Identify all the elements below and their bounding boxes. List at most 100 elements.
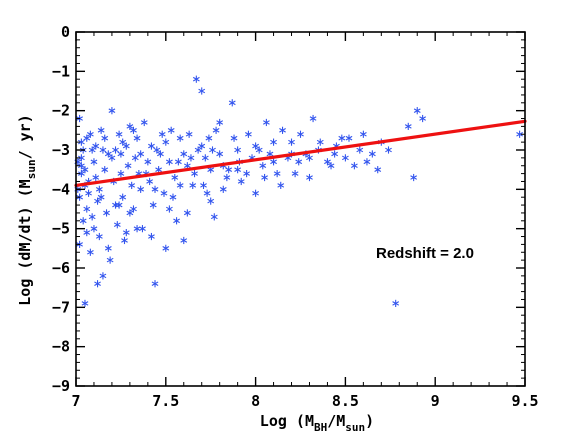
data-point <box>243 170 251 178</box>
data-point <box>122 142 130 150</box>
data-point <box>338 134 346 142</box>
x-tick-label: 8.5 <box>332 392 359 410</box>
data-point <box>113 221 121 229</box>
data-point <box>237 177 245 186</box>
data-point <box>157 150 164 158</box>
data-point <box>216 150 224 158</box>
data-point <box>359 130 367 138</box>
data-point <box>112 146 119 154</box>
data-point <box>85 189 92 197</box>
data-point <box>119 138 127 146</box>
data-point <box>201 154 209 162</box>
data-point <box>363 158 371 166</box>
data-point <box>187 154 195 162</box>
data-point <box>209 146 216 154</box>
y-tick-label: −9 <box>52 377 70 395</box>
data-point <box>88 213 96 221</box>
data-point <box>108 107 116 115</box>
data-point <box>115 201 123 209</box>
data-point <box>90 225 98 233</box>
x-tick-label: 9.5 <box>511 392 538 410</box>
y-tick-label: −4 <box>52 180 70 198</box>
data-point <box>350 162 358 170</box>
data-point <box>146 177 154 186</box>
data-point <box>245 130 252 138</box>
data-point <box>368 150 376 158</box>
data-point <box>189 181 197 189</box>
data-point <box>95 232 103 241</box>
y-tick-label: −7 <box>52 298 70 316</box>
data-point <box>219 185 227 193</box>
data-point <box>81 166 89 174</box>
data-point <box>160 189 168 197</box>
data-point <box>207 197 215 205</box>
data-point <box>198 142 206 150</box>
plot-frame <box>75 31 526 387</box>
data-point <box>104 244 112 252</box>
data-point <box>94 280 101 288</box>
data-point <box>77 154 85 162</box>
redshift-annotation: Redshift = 2.0 <box>376 245 474 262</box>
data-point <box>200 181 207 189</box>
y-tick-label: −8 <box>52 338 70 356</box>
data-point <box>130 205 137 213</box>
data-point <box>288 138 295 146</box>
data-point <box>385 146 392 154</box>
data-point <box>261 173 268 182</box>
data-point <box>104 150 112 158</box>
data-point <box>165 205 173 213</box>
data-point <box>119 193 127 201</box>
data-point <box>144 158 152 166</box>
y-tick-label: 0 <box>61 23 70 41</box>
data-point <box>180 150 188 158</box>
data-point <box>255 146 263 154</box>
data-point <box>413 107 421 115</box>
data-point <box>97 193 105 201</box>
data-point <box>185 130 193 138</box>
data-point <box>374 166 382 174</box>
data-point <box>115 130 123 138</box>
data-point <box>90 158 98 166</box>
y-tick-label: −1 <box>52 62 70 80</box>
data-point <box>77 162 85 170</box>
data-point <box>121 236 128 245</box>
data-point <box>151 280 159 288</box>
data-point <box>167 126 175 134</box>
data-point <box>165 158 173 166</box>
data-point <box>191 170 198 178</box>
data-point <box>137 150 145 158</box>
x-tick-label: 7.5 <box>152 392 179 410</box>
data-point <box>83 134 91 142</box>
data-point <box>259 162 267 170</box>
data-point <box>309 114 317 123</box>
data-point <box>306 154 313 162</box>
scatter-points <box>74 75 524 307</box>
x-tick-label: 8 <box>251 392 260 410</box>
data-point <box>86 248 94 256</box>
data-point <box>83 205 91 213</box>
data-point <box>203 189 211 197</box>
x-tick-label: 9 <box>431 392 440 410</box>
axis-ticks <box>75 31 526 387</box>
y-tick-label: −3 <box>52 141 70 159</box>
data-point <box>149 201 157 209</box>
y-tick-label: −5 <box>52 220 70 238</box>
data-point <box>404 122 412 130</box>
data-point <box>295 158 303 166</box>
data-point <box>198 87 206 95</box>
data-point <box>324 158 331 166</box>
data-point <box>180 236 188 245</box>
data-point <box>131 154 139 162</box>
data-point <box>128 181 136 189</box>
data-point <box>183 209 191 217</box>
data-point <box>79 217 87 225</box>
data-point <box>273 170 281 178</box>
x-tick-label: 7 <box>71 392 80 410</box>
x-tick-labels: 7 7.5 8 8.5 9 9.5 <box>71 392 538 410</box>
data-point <box>137 185 145 193</box>
data-point <box>112 201 119 209</box>
data-point <box>306 173 313 182</box>
data-point <box>277 181 285 189</box>
data-point <box>230 134 238 142</box>
